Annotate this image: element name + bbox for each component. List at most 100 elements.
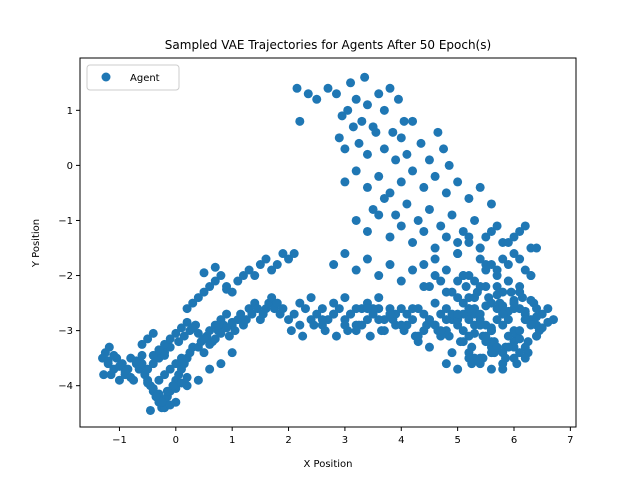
data-point xyxy=(374,271,384,281)
data-point xyxy=(396,177,406,187)
data-point xyxy=(351,215,361,225)
data-point xyxy=(331,89,341,99)
data-point xyxy=(340,293,350,303)
data-point xyxy=(391,210,401,220)
data-point xyxy=(520,315,530,325)
data-point xyxy=(292,83,302,93)
data-point xyxy=(385,309,395,319)
data-point xyxy=(396,133,406,143)
data-point xyxy=(312,94,322,104)
data-point xyxy=(391,155,401,165)
data-point xyxy=(436,221,446,231)
data-point xyxy=(340,320,350,330)
data-point xyxy=(205,339,215,349)
data-point xyxy=(532,312,542,322)
data-point xyxy=(408,304,418,314)
data-point xyxy=(430,171,440,181)
data-point xyxy=(340,177,350,187)
data-point xyxy=(498,301,508,311)
data-point xyxy=(475,254,485,264)
data-point xyxy=(199,348,209,358)
data-point xyxy=(399,116,409,126)
data-point xyxy=(278,304,288,314)
data-point xyxy=(436,276,446,286)
data-point xyxy=(343,105,353,115)
data-point xyxy=(374,210,384,220)
data-point xyxy=(408,265,418,275)
data-point xyxy=(317,315,327,325)
data-point xyxy=(114,375,124,385)
data-point xyxy=(216,359,226,369)
data-point xyxy=(419,226,429,236)
data-point xyxy=(340,249,350,259)
data-point xyxy=(188,323,198,333)
data-point xyxy=(475,182,485,192)
data-point xyxy=(481,265,491,275)
data-point xyxy=(424,342,434,352)
data-point xyxy=(492,342,502,352)
data-point xyxy=(199,334,209,344)
data-point xyxy=(453,309,463,319)
data-point xyxy=(453,249,463,259)
data-point xyxy=(402,149,412,159)
data-point xyxy=(99,370,109,380)
data-point xyxy=(430,271,440,281)
data-point xyxy=(416,138,426,148)
data-point xyxy=(453,238,463,247)
data-point xyxy=(357,320,367,330)
x-tick-label: 3 xyxy=(342,435,348,446)
data-point xyxy=(374,293,384,303)
data-point xyxy=(433,127,443,137)
data-point xyxy=(498,309,508,319)
data-point xyxy=(143,334,153,344)
data-point xyxy=(334,133,344,143)
data-point xyxy=(444,160,454,170)
data-point xyxy=(362,315,372,325)
data-point xyxy=(360,72,370,82)
data-point xyxy=(408,166,418,176)
legend-label-agent: Agent xyxy=(130,73,160,84)
data-point xyxy=(419,326,429,336)
data-point xyxy=(509,353,519,363)
legend: Agent xyxy=(86,64,180,91)
x-tick-label: −1 xyxy=(112,435,127,446)
data-point xyxy=(103,356,113,366)
data-point xyxy=(515,254,525,264)
data-point xyxy=(365,331,375,341)
data-point xyxy=(109,350,119,360)
data-point xyxy=(430,320,440,330)
data-point xyxy=(289,309,299,319)
data-point xyxy=(458,326,468,336)
data-point xyxy=(464,331,474,341)
data-point xyxy=(160,339,170,349)
data-point xyxy=(413,215,423,225)
data-point xyxy=(272,298,282,308)
data-point xyxy=(176,353,186,363)
data-point xyxy=(351,304,361,314)
data-point xyxy=(346,78,356,88)
data-point xyxy=(470,276,480,286)
data-point xyxy=(503,315,513,325)
data-point xyxy=(244,265,254,275)
data-point xyxy=(337,111,347,121)
data-point xyxy=(351,94,361,104)
data-point xyxy=(498,254,508,264)
y-tick-label: −2 xyxy=(58,271,73,282)
data-point xyxy=(143,378,153,388)
data-point xyxy=(171,328,181,338)
data-point xyxy=(379,144,389,154)
data-point xyxy=(289,249,299,259)
data-point xyxy=(348,122,358,132)
data-point xyxy=(509,232,519,242)
data-point xyxy=(385,188,395,198)
data-point xyxy=(362,304,372,314)
data-point xyxy=(486,364,496,374)
data-point xyxy=(354,138,364,148)
data-point xyxy=(413,331,423,341)
y-axis-ticks: −4 −3 −2 −1 0 1 xyxy=(58,106,80,392)
data-point xyxy=(114,361,124,371)
x-tick-label: 0 xyxy=(173,435,179,446)
data-point xyxy=(402,199,412,209)
data-point xyxy=(278,249,288,259)
data-point xyxy=(503,238,513,247)
